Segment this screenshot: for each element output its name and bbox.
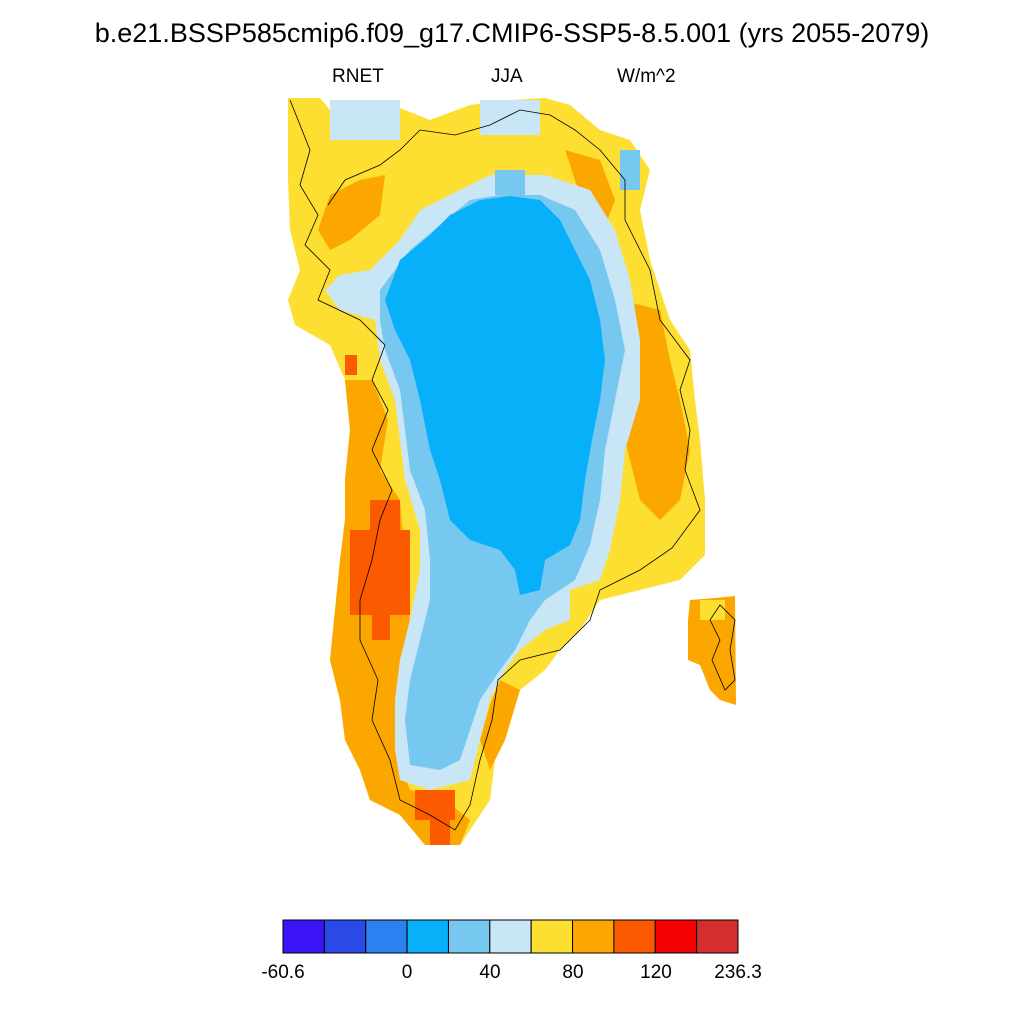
south-patch-orange	[480, 680, 520, 770]
east-island	[688, 596, 736, 705]
west-hotspot-upper	[370, 500, 400, 530]
colorbar-box	[447, 919, 491, 954]
south-tip-hotspot-lower	[430, 820, 450, 845]
ice-interior-deep	[385, 196, 605, 595]
season-label: JJA	[491, 66, 523, 87]
coastline	[289, 99, 736, 831]
colorbar-box	[365, 919, 408, 954]
east-island-yellow	[700, 600, 725, 620]
variable-label: RNET	[332, 66, 384, 87]
northwest-hotspot	[345, 355, 357, 375]
colorbar-tick-label: 80	[562, 962, 584, 983]
colorbar-box	[406, 919, 449, 954]
northwest-patch-orange	[318, 175, 385, 250]
units-label: W/m^2	[617, 66, 676, 87]
colorbar-box	[323, 919, 367, 954]
rnet-field	[288, 98, 736, 845]
colorbar-tick-label: -60.6	[261, 962, 305, 983]
colorbar-box	[613, 919, 656, 954]
south-tip-hotspot	[415, 790, 455, 820]
colorbar-box	[489, 919, 532, 954]
north-cap-mid	[495, 170, 525, 195]
north-tip-yellow	[290, 140, 340, 190]
colorbar-tick-label: 120	[640, 962, 672, 983]
west-hotspot-lower	[372, 615, 390, 640]
north-cap-light	[480, 100, 540, 135]
colorbar-box	[696, 919, 739, 954]
colorbar-tick-label: 236.3	[714, 962, 762, 983]
coastline-east-island	[709, 604, 736, 691]
colorbar-box	[530, 919, 574, 954]
colorbar-box	[572, 919, 615, 954]
colorbar-box	[282, 919, 325, 954]
colorbar-box	[654, 919, 698, 954]
colorbar-tick-label: 0	[401, 962, 413, 983]
coastline-west	[289, 99, 701, 831]
plot-title: b.e21.BSSP585cmip6.f09_g17.CMIP6-SSP5-8.…	[94, 18, 930, 48]
colorbar-tick-label: 40	[479, 962, 501, 983]
north-tip-light	[330, 100, 400, 140]
